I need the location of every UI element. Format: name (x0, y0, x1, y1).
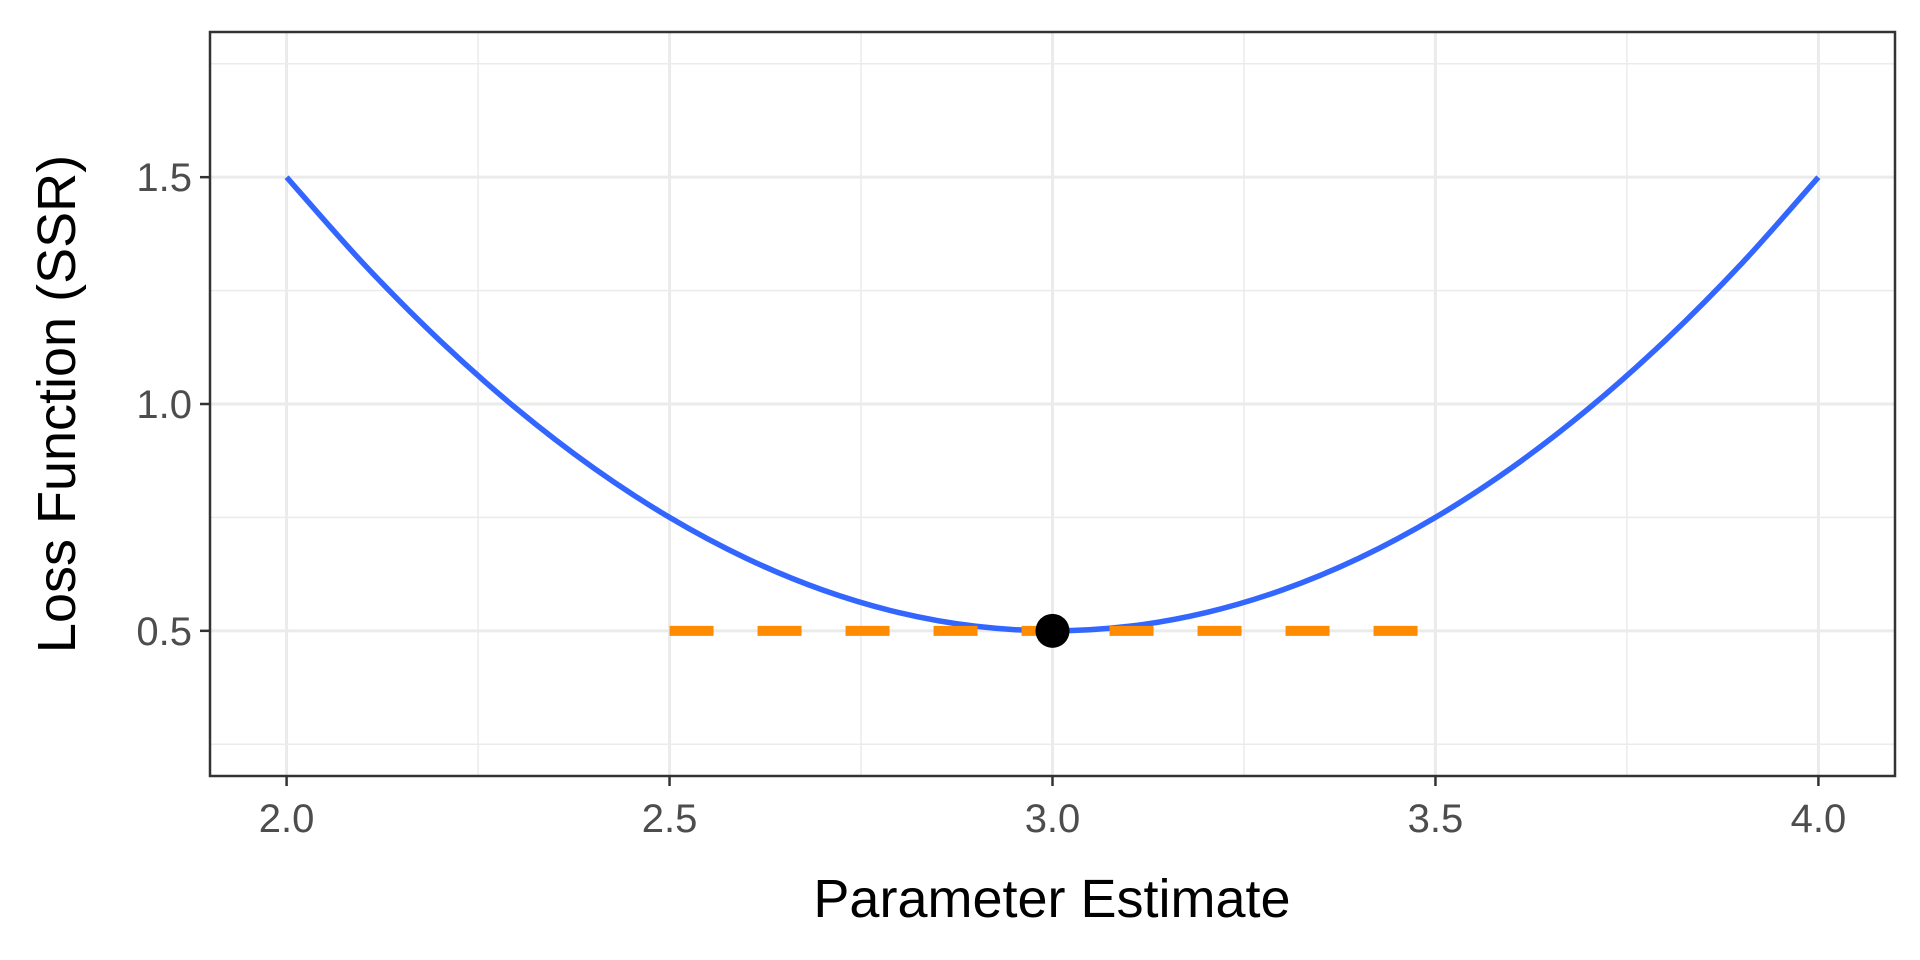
x-tick-label: 4.0 (1791, 797, 1847, 841)
y-tick-label: 1.0 (136, 383, 192, 427)
x-axis-title: Parameter Estimate (813, 869, 1290, 929)
x-tick-label: 3.5 (1408, 797, 1464, 841)
y-tick-label: 0.5 (136, 610, 192, 654)
x-tick-label: 2.0 (259, 797, 315, 841)
y-axis-title: Loss Function (SSR) (27, 155, 87, 653)
plot-marks (284, 175, 1821, 648)
x-tick-label: 3.0 (1025, 797, 1081, 841)
y-tick-label: 1.5 (136, 156, 192, 200)
x-tick-label: 2.5 (642, 797, 698, 841)
tick-labels: 2.0 2.5 3.0 3.5 4.0 0.5 1.0 1.5 (136, 156, 1846, 841)
minimum-point (1035, 613, 1070, 648)
axis-ticks (200, 175, 1820, 786)
